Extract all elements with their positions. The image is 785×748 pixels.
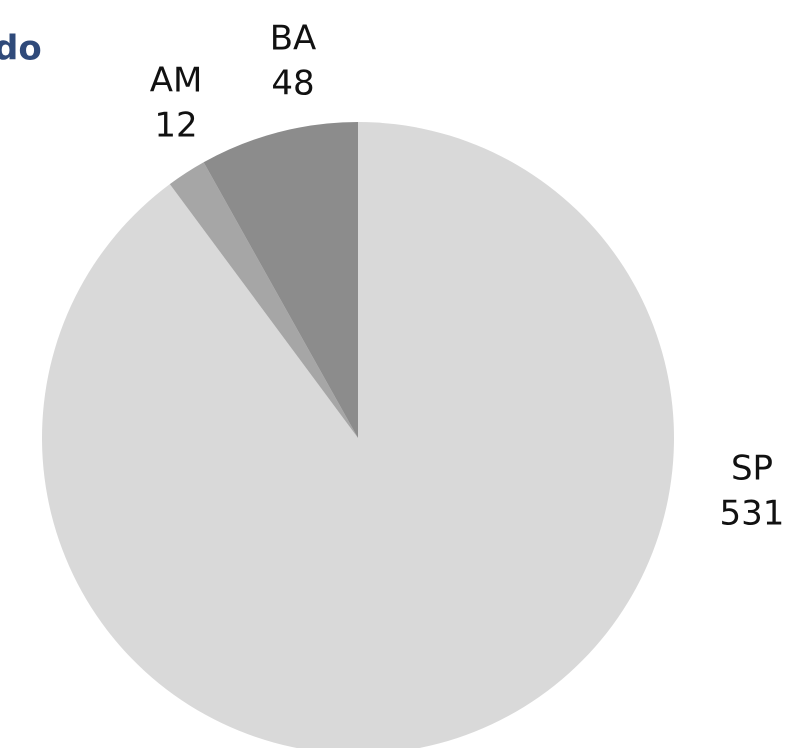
- slice-label: BA: [270, 19, 317, 59]
- slice-label: AM: [150, 61, 203, 101]
- pie-slice: [42, 122, 674, 748]
- chart-title: do: [0, 29, 42, 69]
- pie-slice: [169, 162, 358, 438]
- slice-value: 531: [720, 494, 785, 534]
- slice-value: 48: [271, 64, 314, 104]
- slice-label: SP: [731, 449, 773, 489]
- pie-slice: [203, 122, 358, 438]
- slice-value: 12: [154, 106, 197, 146]
